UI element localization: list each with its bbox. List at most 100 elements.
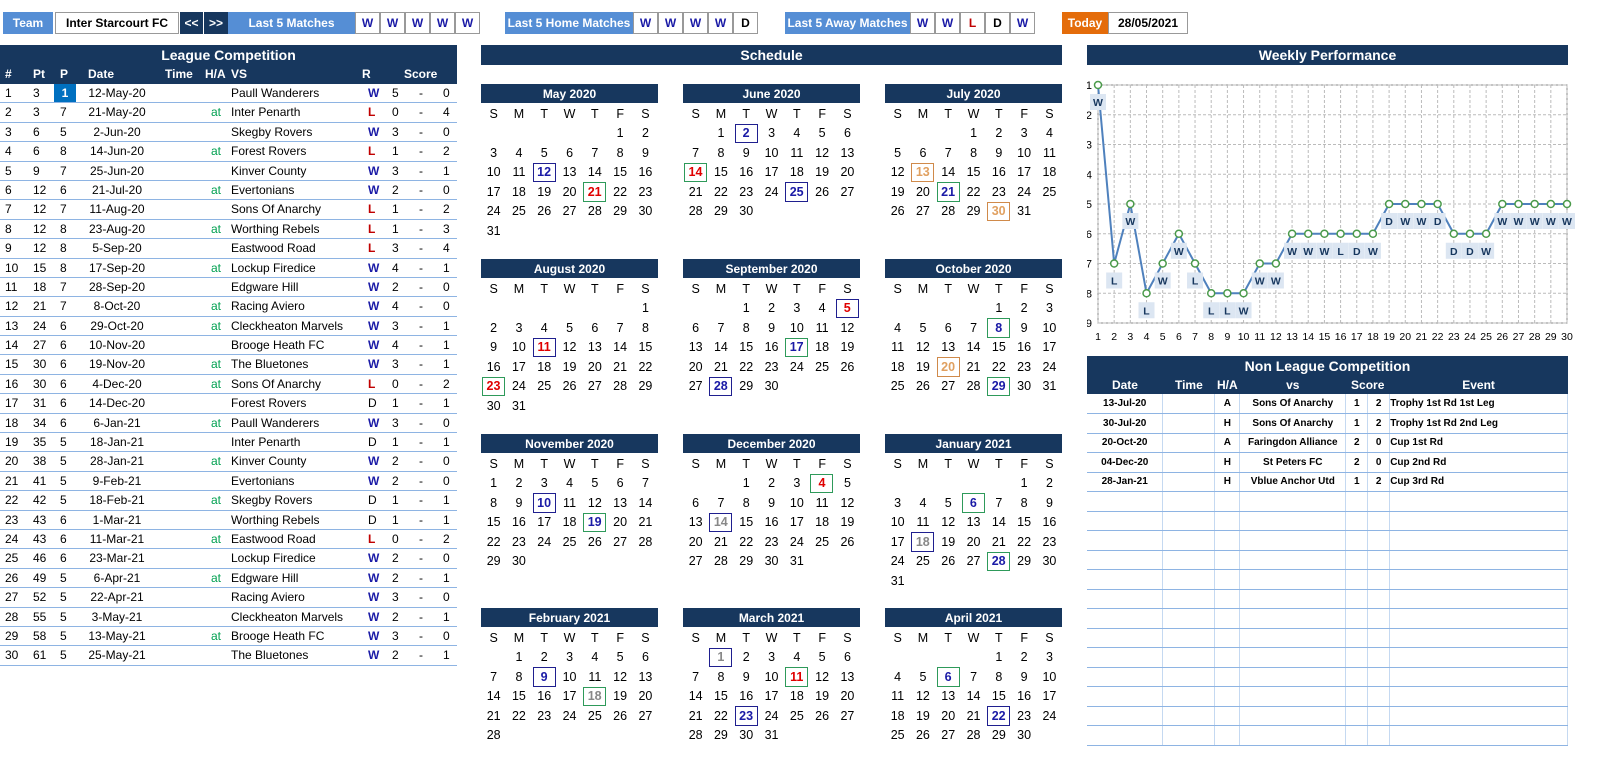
calendar-day[interactable]: 12 [915,340,930,355]
match-day[interactable]: 21 [936,182,960,202]
prev-team-button[interactable]: << [179,12,203,34]
table-row[interactable]: 28-Jan-21 H Vblue Anchor Utd 1 2 Cup 3rd Rd [1087,472,1568,492]
calendar-day[interactable]: 22 [713,708,728,723]
match-day[interactable]: 18 [911,532,935,552]
table-row[interactable]: 6 12 6 21-Jul-20 at Evertonians W 2 - 0 [0,181,457,201]
calendar-day[interactable]: 1 [995,650,1003,665]
calendar-day[interactable]: 2 [1020,650,1028,665]
calendar-day[interactable]: 4 [515,145,523,160]
match-day[interactable]: 28 [709,376,733,396]
calendar-day[interactable]: 28 [587,204,602,219]
calendar-day[interactable]: 9 [515,495,523,510]
calendar-day[interactable]: 15 [1017,515,1032,530]
table-row[interactable]: 15 30 6 19-Nov-20 at The Bluetones W 3 - 1 [0,355,457,375]
calendar-day[interactable]: 7 [717,495,725,510]
calendar-day[interactable]: 31 [486,223,501,238]
next-team-button[interactable]: >> [203,12,228,34]
match-day[interactable]: 18 [583,686,607,706]
calendar-day[interactable]: 17 [789,515,804,530]
calendar-day[interactable]: 19 [840,515,855,530]
calendar-day[interactable]: 4 [591,650,599,665]
calendar-day[interactable]: 20 [966,534,981,549]
calendar-day[interactable]: 20 [840,165,855,180]
table-row[interactable]: 2 3 7 21-May-20 at Inter Penarth L 0 - 4 [0,103,457,123]
match-day[interactable]: 5 [835,298,859,318]
match-day[interactable]: 14 [709,512,733,532]
calendar-day[interactable]: 19 [815,165,830,180]
calendar-day[interactable]: 3 [1020,126,1028,141]
calendar-day[interactable]: 15 [739,515,754,530]
match-day[interactable]: 17 [785,337,809,357]
calendar-day[interactable]: 11 [563,495,577,510]
calendar-day[interactable]: 25 [815,534,830,549]
calendar-day[interactable]: 18 [537,359,552,374]
calendar-day[interactable]: 16 [764,340,779,355]
calendar-day[interactable]: 10 [486,165,501,180]
calendar-day[interactable]: 22 [713,184,728,199]
calendar-day[interactable]: 9 [490,340,498,355]
calendar-day[interactable]: 8 [970,145,978,160]
empty-row[interactable] [1087,647,1568,668]
empty-row[interactable] [1087,667,1568,687]
calendar-day[interactable]: 3 [1045,650,1053,665]
calendar-day[interactable]: 30 [511,554,526,569]
calendar-day[interactable]: 27 [688,379,703,394]
calendar-day[interactable]: 30 [638,204,653,219]
calendar-day[interactable]: 17 [486,184,501,199]
calendar-day[interactable]: 9 [768,495,776,510]
calendar-day[interactable]: 13 [840,669,855,684]
table-row[interactable]: 7 12 7 11-Aug-20 Sons Of Anarchy L 1 - 2 [0,200,457,220]
calendar-day[interactable]: 18 [890,708,905,723]
calendar-day[interactable]: 19 [915,359,930,374]
calendar-day[interactable]: 24 [789,359,804,374]
calendar-day[interactable]: 16 [764,515,779,530]
calendar-day[interactable]: 15 [991,689,1006,704]
calendar-day[interactable]: 11 [790,145,804,160]
calendar-day[interactable]: 22 [1017,534,1032,549]
calendar-day[interactable]: 23 [991,184,1006,199]
calendar-day[interactable]: 27 [941,728,956,743]
calendar-day[interactable]: 5 [540,145,548,160]
table-row[interactable]: 16 30 6 4-Dec-20 at Sons Of Anarchy L 0 - 2 [0,375,457,395]
calendar-day[interactable]: 5 [818,126,826,141]
calendar-day[interactable]: 3 [515,320,523,335]
calendar-day[interactable]: 4 [919,495,927,510]
calendar-day[interactable]: 21 [966,359,981,374]
empty-row[interactable] [1087,511,1568,531]
match-day[interactable]: 10 [532,493,556,513]
calendar-day[interactable]: 12 [587,495,602,510]
calendar-day[interactable]: 6 [692,495,700,510]
calendar-day[interactable]: 10 [562,669,577,684]
calendar-day[interactable]: 13 [562,165,577,180]
empty-row[interactable] [1087,550,1568,570]
calendar-day[interactable]: 16 [537,689,552,704]
calendar-day[interactable]: 27 [613,534,628,549]
match-day[interactable]: 9 [532,667,556,687]
match-day[interactable]: 21 [583,182,607,202]
calendar-day[interactable]: 12 [815,669,830,684]
calendar-day[interactable]: 30 [1042,554,1057,569]
match-day[interactable]: 23 [482,376,505,396]
calendar-day[interactable]: 2 [641,126,649,141]
calendar-day[interactable]: 1 [641,301,649,316]
calendar-day[interactable]: 3 [1045,301,1053,316]
calendar-day[interactable]: 21 [486,708,501,723]
calendar-day[interactable]: 9 [768,320,776,335]
calendar-day[interactable]: 29 [966,204,981,219]
calendar-day[interactable]: 1 [995,301,1003,316]
table-row[interactable]: 25 46 6 23-Mar-21 Lockup Firedice W 2 - 0 [0,549,457,569]
calendar-day[interactable]: 20 [941,708,956,723]
calendar-day[interactable]: 29 [739,554,754,569]
match-day[interactable]: 29 [987,376,1011,396]
calendar-day[interactable]: 18 [815,340,830,355]
calendar-day[interactable]: 1 [1020,476,1028,491]
calendar-day[interactable]: 22 [739,534,754,549]
calendar-day[interactable]: 17 [537,515,552,530]
calendar-day[interactable]: 29 [613,204,628,219]
table-row[interactable]: 30 61 5 25-May-21 The Bluetones W 2 - 1 [0,646,457,666]
calendar-day[interactable]: 24 [890,554,905,569]
calendar-day[interactable]: 28 [613,379,628,394]
calendar-day[interactable]: 24 [486,204,501,219]
calendar-day[interactable]: 11 [891,340,905,355]
match-day[interactable]: 23 [734,706,758,726]
